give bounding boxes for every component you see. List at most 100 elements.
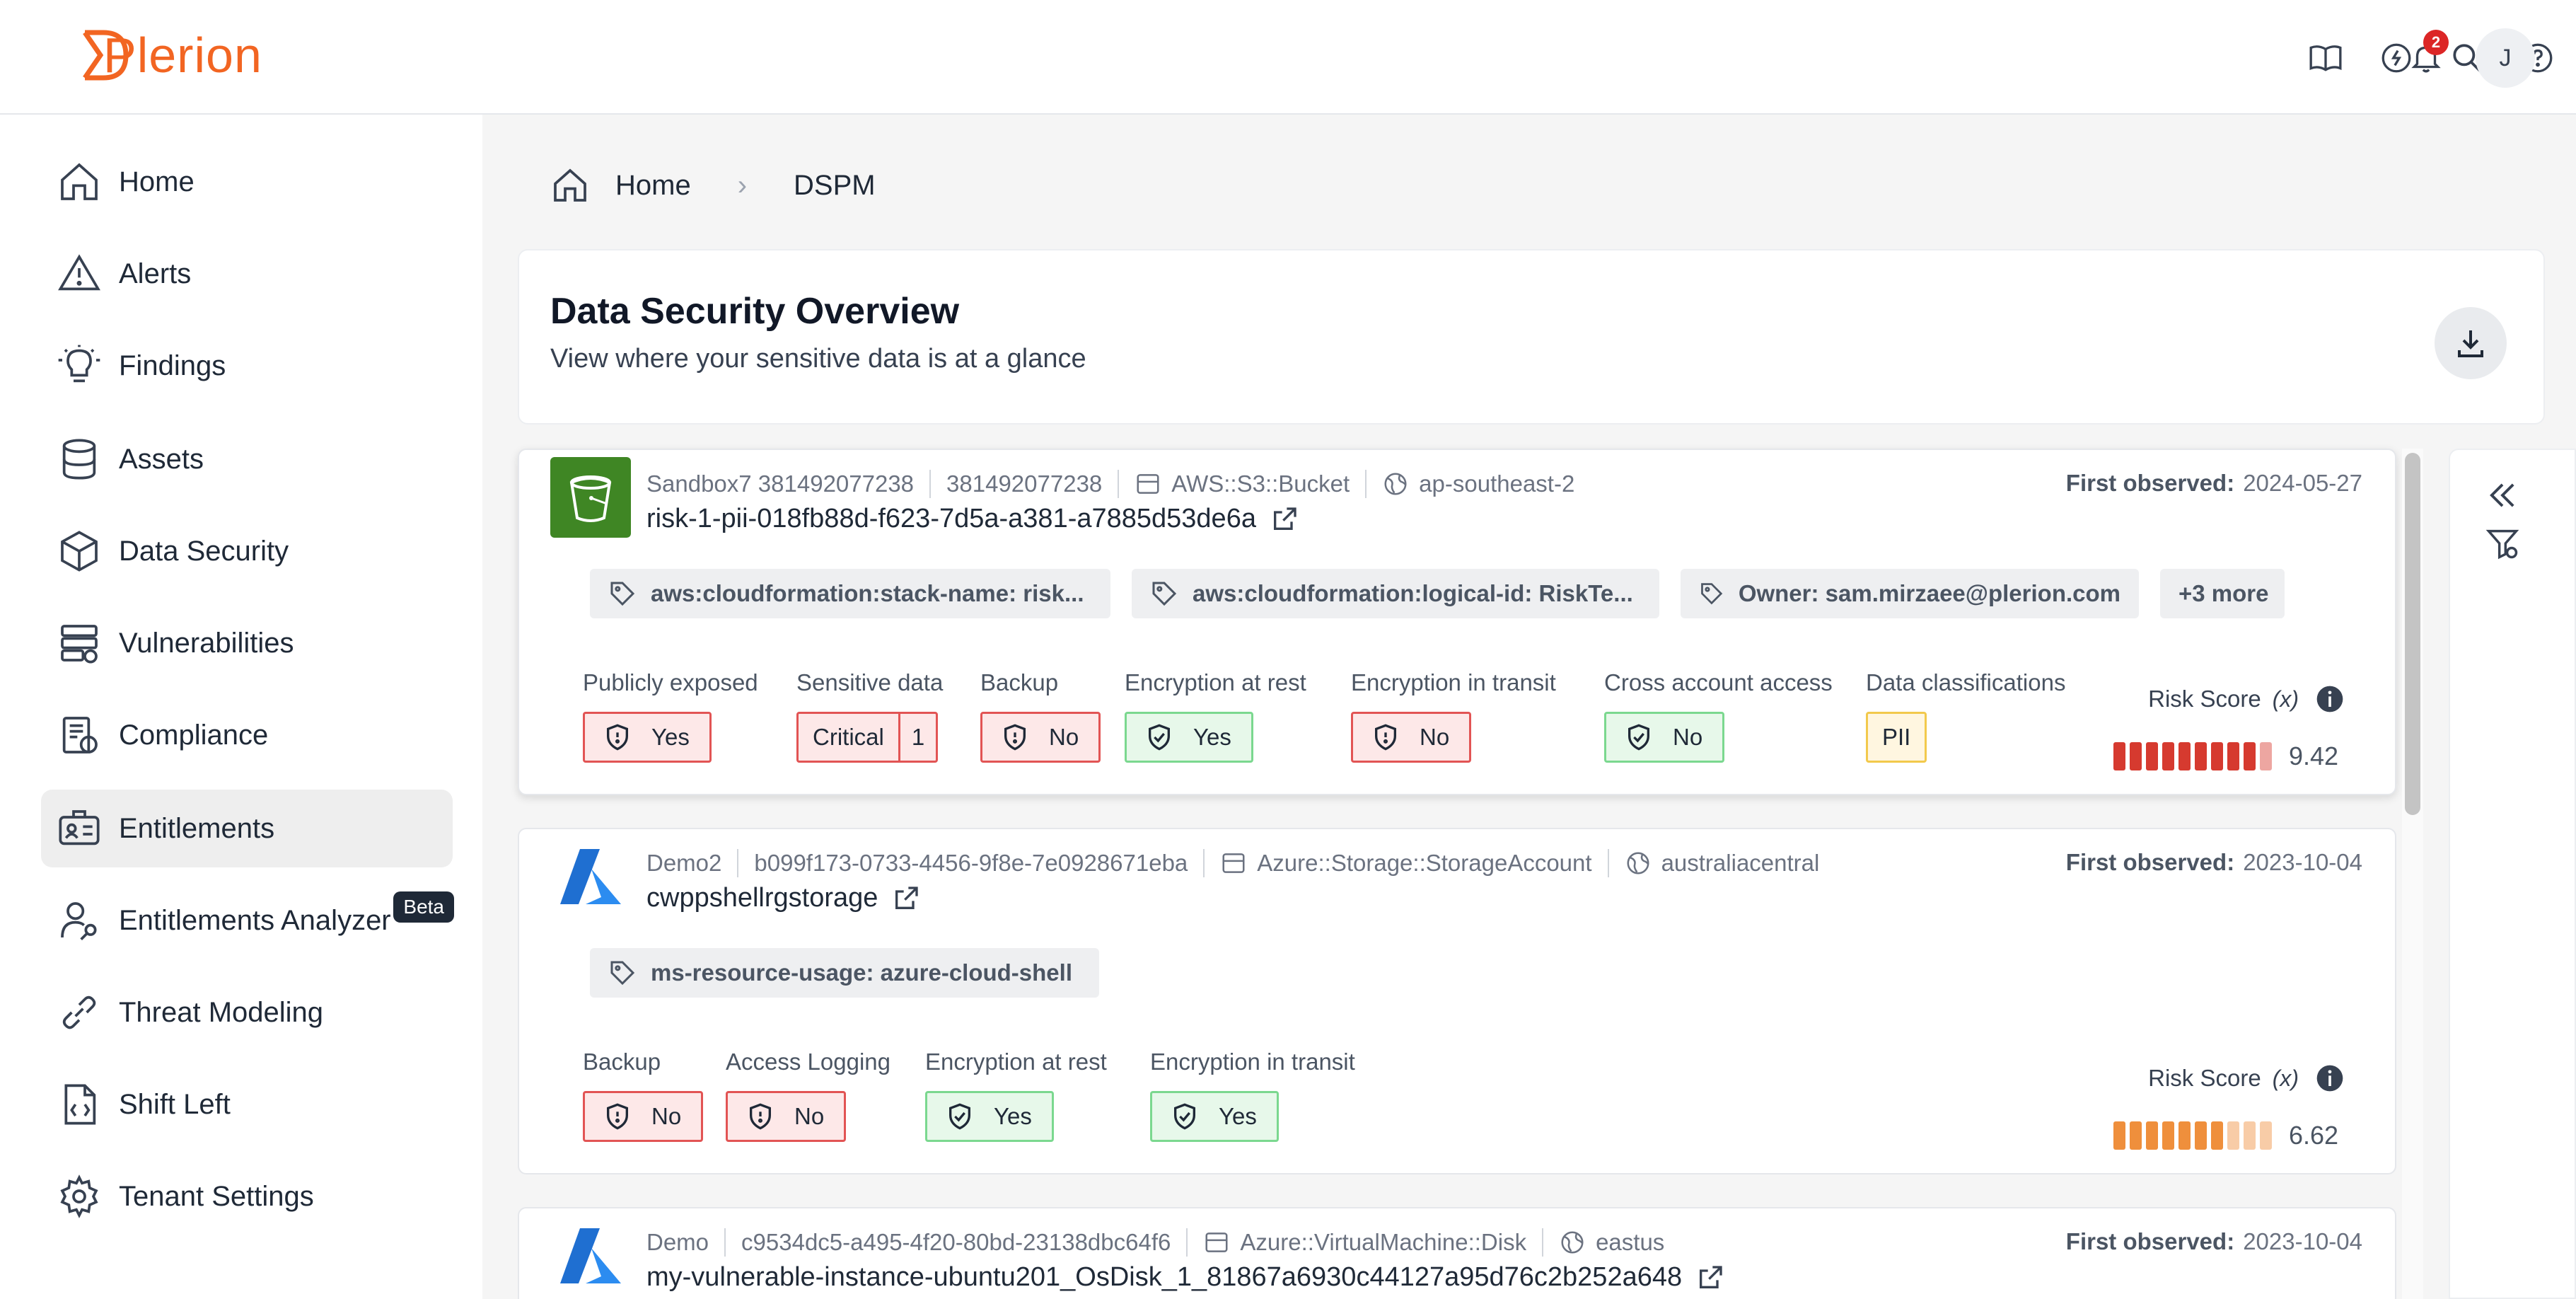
status-badge: Yes [583, 712, 712, 763]
security-properties: Publicly exposed Yes Sensitive data Crit… [583, 669, 2118, 763]
tag-chip[interactable]: aws:cloudformation:logical-id: RiskTe... [1132, 569, 1659, 618]
notification-count-badge: 2 [2423, 30, 2449, 55]
external-link-icon[interactable] [1270, 505, 1299, 533]
user-key-icon [61, 902, 97, 940]
sidebar-item-assets[interactable]: Assets [41, 420, 453, 498]
prop-data-classifications: Data classifications PII [1866, 669, 2085, 763]
gear-icon [60, 1174, 98, 1218]
bell-icon[interactable]: 2 [2408, 30, 2449, 76]
globe-icon [1627, 852, 1649, 874]
top-icons [2081, 0, 2576, 115]
sidebar-item-label: Home [119, 166, 195, 197]
prop-cross-account-access: Cross account access No [1604, 669, 1833, 763]
sidebar-item-home[interactable]: Home [41, 143, 453, 221]
prop-label: Backup [980, 669, 1059, 695]
sidebar-item-tenant-settings[interactable]: Tenant Settings [41, 1157, 453, 1235]
risk-segment [2113, 1121, 2125, 1150]
tag-label: ms-resource-usage: azure-cloud-shell [651, 959, 1072, 986]
status-badge: No [1604, 712, 1725, 763]
formula-icon: (x) [2272, 686, 2299, 712]
risk-segment [2146, 742, 2158, 770]
asset-card[interactable]: Sandbox7 381492077238 381492077238 AWS::… [518, 449, 2396, 795]
sidebar-nav: Home Alerts Findings Assets Data Securit… [0, 115, 482, 1299]
prop-label: Data classifications [1866, 669, 2066, 695]
download-button[interactable] [2435, 307, 2507, 379]
resource-type: Azure::VirtualMachine::Disk [1240, 1229, 1527, 1255]
risk-segment [2195, 1121, 2207, 1150]
sidebar-item-compliance[interactable]: Compliance [41, 696, 453, 774]
prop-sensitive-data: Sensitive data Critical 1 [796, 669, 948, 763]
more-tags-button[interactable]: +3 more [2160, 569, 2285, 618]
first-observed: First observed: 2023-10-04 [2066, 1228, 2362, 1255]
globe-icon [1384, 473, 1407, 495]
sidebar-item-findings[interactable]: Findings [41, 327, 453, 405]
book-icon[interactable] [2307, 40, 2344, 76]
sidebar-item-label: Shift Left [119, 1088, 231, 1120]
filter-icon[interactable] [2484, 525, 2521, 562]
asset-name: risk-1-pii-018fb88d-f623-7d5a-a381-a7885… [646, 504, 1256, 533]
risk-segment [2211, 1121, 2223, 1150]
external-link-icon[interactable] [1696, 1264, 1724, 1292]
chevron-right-icon: › [737, 169, 748, 201]
home-icon[interactable] [550, 166, 590, 205]
sidebar-item-threat-modeling[interactable]: Threat Modeling [41, 974, 453, 1051]
risk-score-value: 6.62 [2289, 1121, 2339, 1150]
code-file-icon [64, 1084, 96, 1125]
info-icon[interactable] [2314, 1063, 2345, 1094]
account-name: Sandbox7 381492077238 [646, 470, 915, 497]
external-link-icon[interactable] [892, 884, 920, 913]
risk-segment [2113, 742, 2125, 770]
sidebar-item-entitlements[interactable]: Entitlements [41, 790, 453, 867]
breadcrumb: Home › DSPM [550, 164, 876, 207]
prop-publicly-exposed: Publicly exposed Yes [583, 669, 764, 763]
cube-icon [61, 531, 98, 572]
collapse-double-chevron-icon[interactable] [2484, 477, 2521, 514]
page-title: Data Security Overview [550, 291, 960, 332]
status-badge: No [583, 1091, 704, 1142]
chat-icon[interactable] [2378, 40, 2415, 76]
asset-card[interactable]: Demo2 b099f173-0733-4456-9f8e-7e0928671e… [518, 828, 2396, 1174]
prop-access-logging: Access Logging No [726, 1049, 893, 1142]
asset-card[interactable]: Demo c9534dc5-a495-4f20-80bd-23138dbc64f… [518, 1207, 2396, 1299]
asset-name-link[interactable]: risk-1-pii-018fb88d-f623-7d5a-a381-a7885… [646, 504, 1299, 534]
resource-type: Azure::Storage::StorageAccount [1257, 850, 1592, 876]
tag-icon [1152, 582, 1177, 606]
user-avatar[interactable]: J [2476, 28, 2535, 88]
sidebar-item-entitlements-analyzer[interactable]: Entitlements Analyzer Beta [41, 882, 454, 959]
more-tags-label: +3 more [2178, 580, 2269, 606]
status-badge: Yes [1150, 1091, 1279, 1142]
tag-chip[interactable]: aws:cloudformation:stack-name: risk... [590, 569, 1110, 618]
tag-label: aws:cloudformation:logical-id: RiskTe... [1193, 580, 1633, 606]
sidebar-item-data-security[interactable]: Data Security [41, 512, 453, 590]
risk-segment [2195, 742, 2207, 770]
scrollbar-thumb[interactable] [2405, 453, 2420, 815]
info-icon[interactable] [2314, 683, 2345, 715]
breadcrumb-home-link[interactable]: Home [615, 169, 691, 201]
sidebar-item-label: Threat Modeling [119, 996, 324, 1028]
plerion-logo[interactable]: Plerion [82, 28, 262, 83]
tag-chip[interactable]: Owner: sam.mirzaee@plerion.com [1681, 569, 2139, 618]
first-observed-date: 2023-10-04 [2243, 1228, 2362, 1254]
first-observed: First observed: 2024-05-27 [2066, 470, 2362, 497]
compliance-icon [62, 717, 98, 754]
s3-bucket-icon [550, 457, 631, 538]
shield-alert-icon [750, 1103, 771, 1130]
sidebar-item-vulnerabilities[interactable]: Vulnerabilities [41, 604, 453, 682]
logo-wordmark: Plerion [103, 28, 262, 83]
sidebar-item-alerts[interactable]: Alerts [41, 235, 453, 313]
sidebar-item-label: Alerts [119, 258, 192, 289]
first-observed-label: First observed: [2065, 849, 2235, 875]
risk-segment [2260, 742, 2272, 770]
tag-chip[interactable]: ms-resource-usage: azure-cloud-shell [590, 948, 1099, 998]
filter-panel [2449, 449, 2576, 1299]
sidebar-item-label: Vulnerabilities [119, 627, 294, 659]
sidebar-item-shift-left[interactable]: Shift Left [41, 1066, 453, 1143]
asset-name-link[interactable]: cwppshellrgstorage [646, 883, 920, 913]
prop-label: Encryption in transit [1150, 1049, 1355, 1075]
prop-encryption-at-rest: Encryption at rest Yes [925, 1049, 1118, 1142]
first-observed-label: First observed: [2065, 1228, 2235, 1254]
asset-name-link[interactable]: my-vulnerable-instance-ubuntu201_OsDisk_… [646, 1262, 1724, 1293]
page-subtitle: View where your sensitive data is at a g… [550, 344, 1086, 374]
risk-score-label: Risk Score [2148, 1065, 2261, 1091]
risk-segment [2162, 742, 2174, 770]
